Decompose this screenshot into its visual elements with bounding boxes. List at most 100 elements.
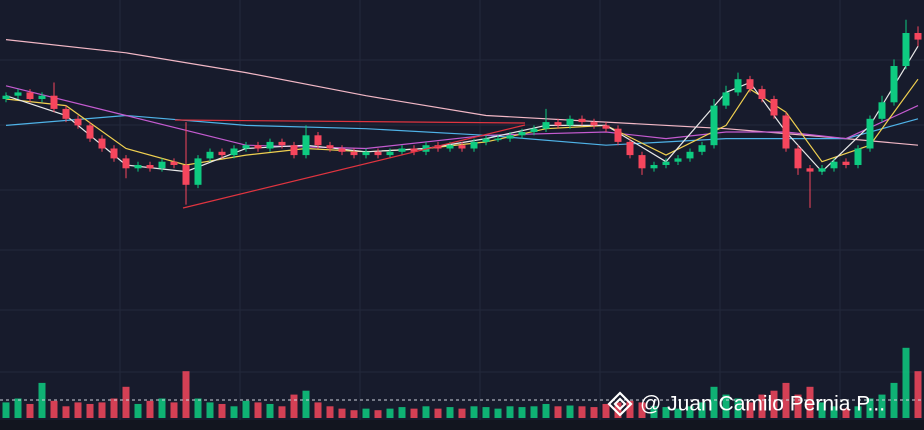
volume-bar bbox=[386, 408, 394, 418]
candle-body bbox=[662, 161, 670, 165]
volume-bar bbox=[50, 400, 58, 418]
candle-body bbox=[470, 141, 478, 149]
volume-bar bbox=[806, 386, 814, 418]
volume-bar bbox=[230, 406, 238, 418]
candle-body bbox=[410, 148, 418, 152]
volume-bar bbox=[290, 394, 298, 418]
candle-body bbox=[878, 102, 886, 119]
volume-bar bbox=[794, 394, 802, 418]
grid bbox=[0, 0, 924, 420]
volume-bar bbox=[278, 406, 286, 418]
candle-body bbox=[446, 145, 454, 149]
volume-bar bbox=[758, 394, 766, 418]
candle-body bbox=[2, 95, 10, 99]
volume-bar bbox=[878, 394, 886, 418]
volume-bar bbox=[446, 407, 454, 418]
candle-body bbox=[518, 132, 526, 136]
candle-body bbox=[566, 118, 574, 126]
candle-body bbox=[110, 148, 118, 159]
volume-bar bbox=[110, 398, 118, 418]
volume-bar bbox=[854, 406, 862, 418]
volume-bar bbox=[590, 407, 598, 418]
candle-body bbox=[38, 95, 46, 99]
candle-body bbox=[830, 161, 838, 169]
candle-body bbox=[686, 151, 694, 159]
candle-body bbox=[170, 161, 178, 165]
volume-bar bbox=[194, 398, 202, 418]
volume-bar bbox=[602, 403, 610, 418]
watermark: @ Juan Camilo Pernia P... bbox=[640, 393, 885, 416]
candle-body bbox=[26, 92, 34, 99]
candle-body bbox=[818, 168, 826, 172]
candle-body bbox=[290, 145, 298, 156]
candle-body bbox=[494, 138, 502, 141]
candle-body bbox=[134, 165, 142, 169]
candle-body bbox=[158, 161, 166, 169]
candle-body bbox=[626, 141, 634, 156]
candle-body bbox=[182, 165, 190, 185]
candle-body bbox=[254, 145, 262, 149]
volume-bar bbox=[158, 398, 166, 418]
candle-body bbox=[326, 145, 334, 149]
volume-bar bbox=[338, 408, 346, 418]
candle-body bbox=[770, 99, 778, 116]
volume-bar bbox=[734, 398, 742, 418]
volume-bar bbox=[398, 407, 406, 418]
candle-body bbox=[458, 145, 466, 149]
candle-body bbox=[650, 165, 658, 169]
volume-bar bbox=[134, 403, 142, 418]
volume-bar bbox=[242, 400, 250, 418]
candle-body bbox=[554, 122, 562, 126]
candle-body bbox=[62, 108, 70, 119]
candle-body bbox=[794, 148, 802, 169]
moving-average-line bbox=[5, 45, 919, 173]
candle-body bbox=[50, 95, 58, 109]
volume-bar bbox=[74, 402, 82, 418]
volume-bar bbox=[86, 403, 94, 418]
volume-bar bbox=[170, 402, 178, 418]
volume-bar bbox=[14, 398, 22, 418]
candle-body bbox=[506, 135, 514, 139]
candle-body bbox=[98, 138, 106, 149]
volume-bar bbox=[578, 406, 586, 418]
moving-average-line bbox=[5, 39, 919, 146]
volume-bar bbox=[422, 406, 430, 418]
candle-body bbox=[542, 122, 550, 129]
candle-body bbox=[842, 161, 850, 165]
volume-bar bbox=[470, 406, 478, 418]
volume-bar bbox=[542, 403, 550, 418]
volume-bar bbox=[206, 402, 214, 418]
volume-bar bbox=[902, 347, 910, 418]
volume-bar bbox=[506, 406, 514, 418]
candle-body bbox=[14, 92, 22, 96]
trendline bbox=[182, 124, 526, 209]
volume-bar bbox=[614, 402, 622, 418]
volume-bar bbox=[710, 386, 718, 418]
volume-bar bbox=[770, 390, 778, 418]
candle-body bbox=[266, 141, 274, 149]
candle-body bbox=[902, 33, 910, 66]
candle-body bbox=[314, 135, 322, 146]
volume-bar bbox=[842, 408, 850, 418]
candle-body bbox=[218, 151, 226, 156]
candle-body bbox=[806, 168, 814, 172]
candle-body bbox=[230, 148, 238, 156]
candle-body bbox=[146, 165, 154, 169]
volume-bar bbox=[566, 405, 574, 418]
bottom-strip bbox=[0, 420, 924, 430]
volume-bar bbox=[266, 403, 274, 418]
candle-body bbox=[206, 151, 214, 159]
candle-body bbox=[614, 128, 622, 142]
candle-body bbox=[242, 145, 250, 149]
volume-bar bbox=[530, 406, 538, 418]
candle-body bbox=[122, 158, 130, 169]
volume-bar bbox=[698, 402, 706, 418]
volume-bar bbox=[326, 406, 334, 418]
volume-bar bbox=[458, 408, 466, 418]
volume-bar bbox=[914, 371, 922, 418]
volume-bar bbox=[218, 403, 226, 418]
volume-bar bbox=[746, 402, 754, 418]
candle-body bbox=[866, 118, 874, 149]
trendline bbox=[174, 119, 526, 124]
